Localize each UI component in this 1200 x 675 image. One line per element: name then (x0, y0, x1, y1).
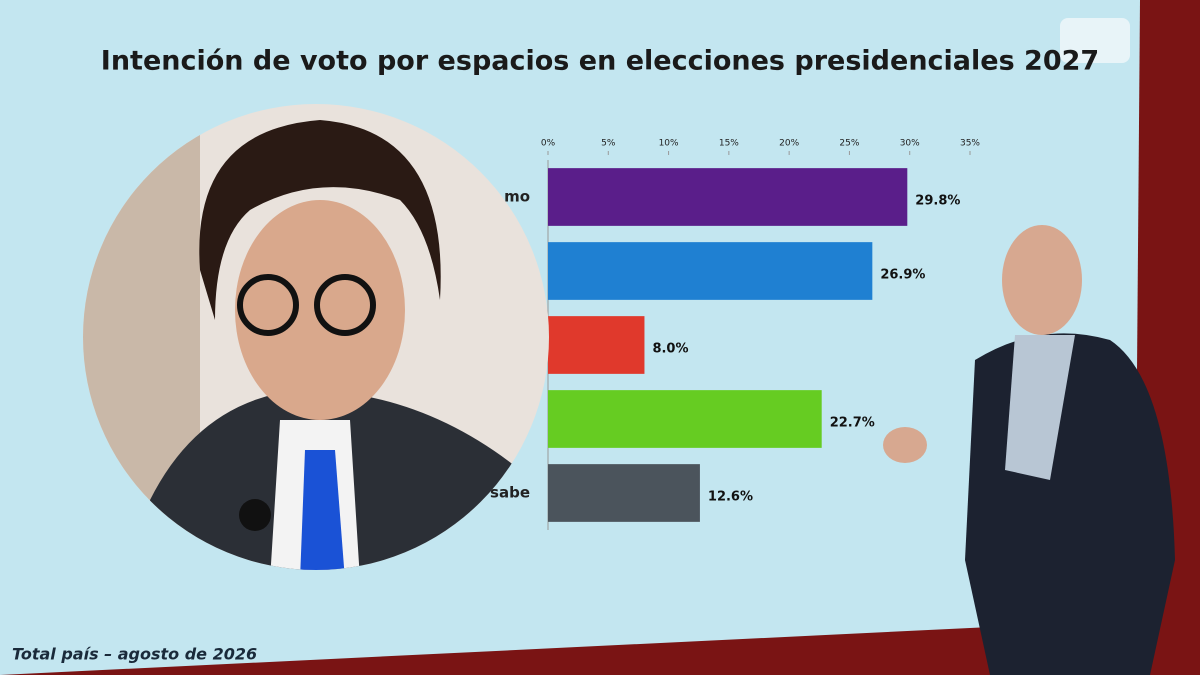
bar (548, 242, 873, 300)
chart: 0% 5% 10% 15% 20% 25% 30% 35% 29.8% mo 26.9% 8.0% 22… (475, 139, 980, 530)
value-label: 22.7% (830, 416, 875, 431)
logo (1060, 18, 1130, 63)
presenter-jacket (965, 333, 1175, 675)
presenter-head (1002, 225, 1082, 335)
x-tick-label: 10% (659, 139, 679, 149)
bar (548, 464, 700, 522)
glasses (314, 274, 376, 336)
bar (548, 168, 908, 226)
bar (548, 390, 822, 448)
value-label: 12.6% (708, 490, 753, 505)
category-label: mo (504, 188, 530, 206)
x-tick-label: 25% (839, 139, 859, 149)
photo-inset (83, 104, 549, 570)
microphone (239, 499, 271, 531)
x-tick-label: 0% (541, 139, 556, 149)
glasses (237, 274, 299, 336)
tie (300, 450, 345, 570)
x-tick-label: 30% (900, 139, 920, 149)
value-label: 8.0% (652, 342, 688, 357)
presenter-hand (883, 427, 927, 463)
hair (199, 120, 441, 320)
value-label: 29.8% (915, 194, 960, 209)
value-label: 26.9% (880, 268, 925, 283)
x-tick-label: 35% (960, 139, 980, 149)
x-tick-label: 5% (601, 139, 616, 149)
x-tick-label: 15% (719, 139, 739, 149)
x-tick-label: 20% (779, 139, 799, 149)
chart-title: Intención de voto por espacios en elecci… (101, 46, 1099, 77)
presenter-shirt (1005, 335, 1075, 480)
presenter (883, 225, 1175, 675)
bar (548, 316, 645, 374)
footer: Total país – agosto de 2026 (12, 645, 257, 664)
